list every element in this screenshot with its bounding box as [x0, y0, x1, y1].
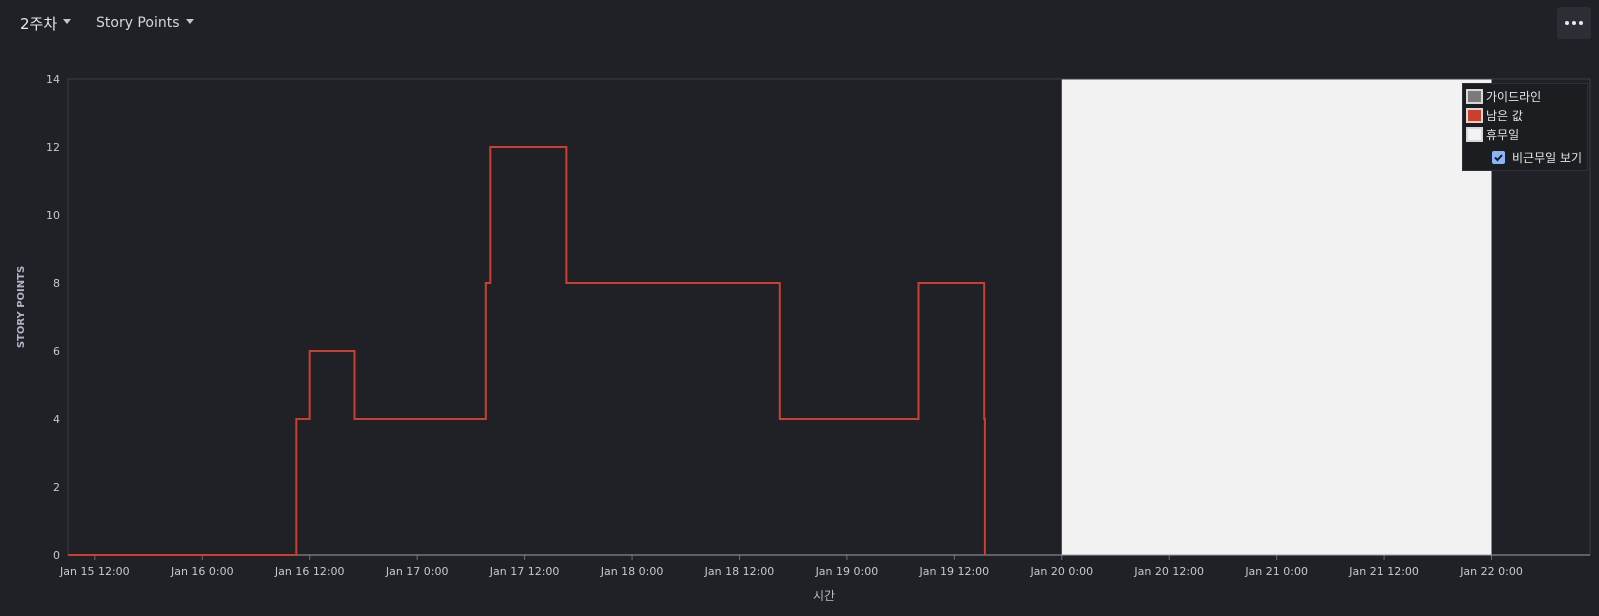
y-tick-label: 6	[53, 345, 60, 358]
more-horizontal-icon	[1565, 21, 1583, 25]
show-non-working-days-label: 비근무일 보기	[1512, 150, 1583, 165]
x-tick-label: Jan 18 12:00	[704, 565, 775, 578]
x-tick-label: Jan 20 0:00	[1029, 565, 1093, 578]
metric-dropdown-label: Story Points	[96, 15, 180, 31]
legend-swatch-guideline	[1466, 88, 1483, 104]
legend-label-holiday: 휴무일	[1486, 127, 1520, 142]
y-tick-label: 8	[53, 277, 60, 290]
legend-label-remaining: 남은 값	[1486, 108, 1523, 123]
y-axis-title: STORY POINTS	[16, 266, 27, 348]
y-tick-label: 2	[53, 481, 60, 494]
legend-item-remaining[interactable]: 남은 값	[1466, 106, 1523, 124]
legend-swatch-remaining	[1466, 107, 1483, 123]
x-tick-label: Jan 16 12:00	[274, 565, 345, 578]
x-tick-label: Jan 15 12:00	[59, 565, 130, 578]
checkbox-checked-icon[interactable]	[1492, 150, 1505, 164]
series-line-remaining	[68, 146, 986, 556]
metric-dropdown[interactable]: Story Points	[96, 10, 194, 36]
chevron-down-icon	[63, 18, 72, 24]
legend-swatch-holiday	[1466, 126, 1483, 142]
week-dropdown[interactable]: 2주차	[20, 10, 72, 36]
x-tick-label: Jan 21 12:00	[1348, 565, 1419, 578]
toolbar: 2주차 Story Points	[0, 0, 1599, 50]
non-working-day-band	[1061, 79, 1492, 555]
legend-label-guideline: 가이드라인	[1486, 89, 1542, 104]
y-tick-label: 10	[46, 209, 60, 222]
x-tick-label: Jan 17 12:00	[489, 565, 560, 578]
legend-item-guideline[interactable]: 가이드라인	[1466, 87, 1541, 105]
x-tick-label: Jan 19 0:00	[815, 565, 879, 578]
y-tick-label: 4	[53, 413, 60, 426]
x-tick-label: Jan 22 0:00	[1459, 565, 1523, 578]
chevron-down-icon	[185, 18, 194, 24]
x-tick-label: Jan 19 12:00	[919, 565, 990, 578]
y-tick-label: 12	[46, 141, 60, 154]
x-tick-label: Jan 17 0:00	[385, 565, 449, 578]
chart-legend: 가이드라인 남은 값 휴무일 비근무일 보기	[1462, 83, 1588, 171]
week-dropdown-label: 2주차	[20, 14, 58, 33]
y-tick-label: 14	[46, 73, 60, 86]
y-tick-label: 0	[53, 549, 60, 562]
more-options-button[interactable]	[1557, 7, 1591, 39]
x-tick-label: Jan 20 12:00	[1133, 565, 1204, 578]
show-non-working-days-toggle[interactable]: 비근무일 보기	[1492, 148, 1582, 166]
x-tick-label: Jan 18 0:00	[600, 565, 664, 578]
x-axis-title: 시간	[813, 589, 835, 603]
x-tick-label: Jan 16 0:00	[170, 565, 234, 578]
x-tick-label: Jan 21 0:00	[1244, 565, 1308, 578]
legend-item-holiday[interactable]: 휴무일	[1466, 125, 1519, 143]
